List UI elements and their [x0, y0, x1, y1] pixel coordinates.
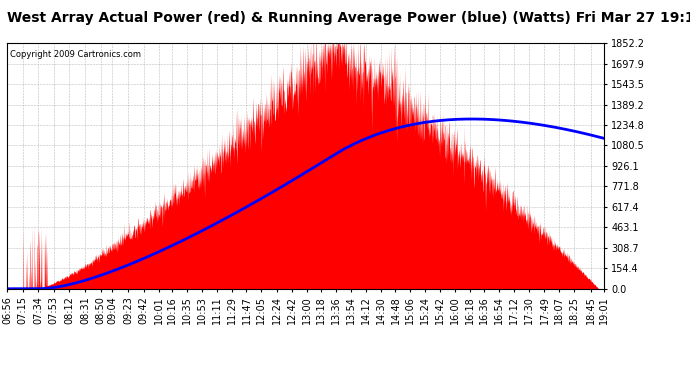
Text: West Array Actual Power (red) & Running Average Power (blue) (Watts) Fri Mar 27 : West Array Actual Power (red) & Running …	[7, 11, 690, 25]
Text: Copyright 2009 Cartronics.com: Copyright 2009 Cartronics.com	[10, 51, 141, 60]
